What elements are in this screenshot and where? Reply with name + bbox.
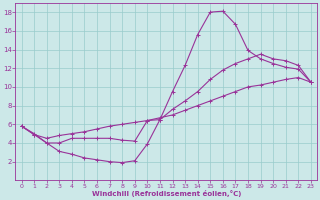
X-axis label: Windchill (Refroidissement éolien,°C): Windchill (Refroidissement éolien,°C) — [92, 190, 241, 197]
